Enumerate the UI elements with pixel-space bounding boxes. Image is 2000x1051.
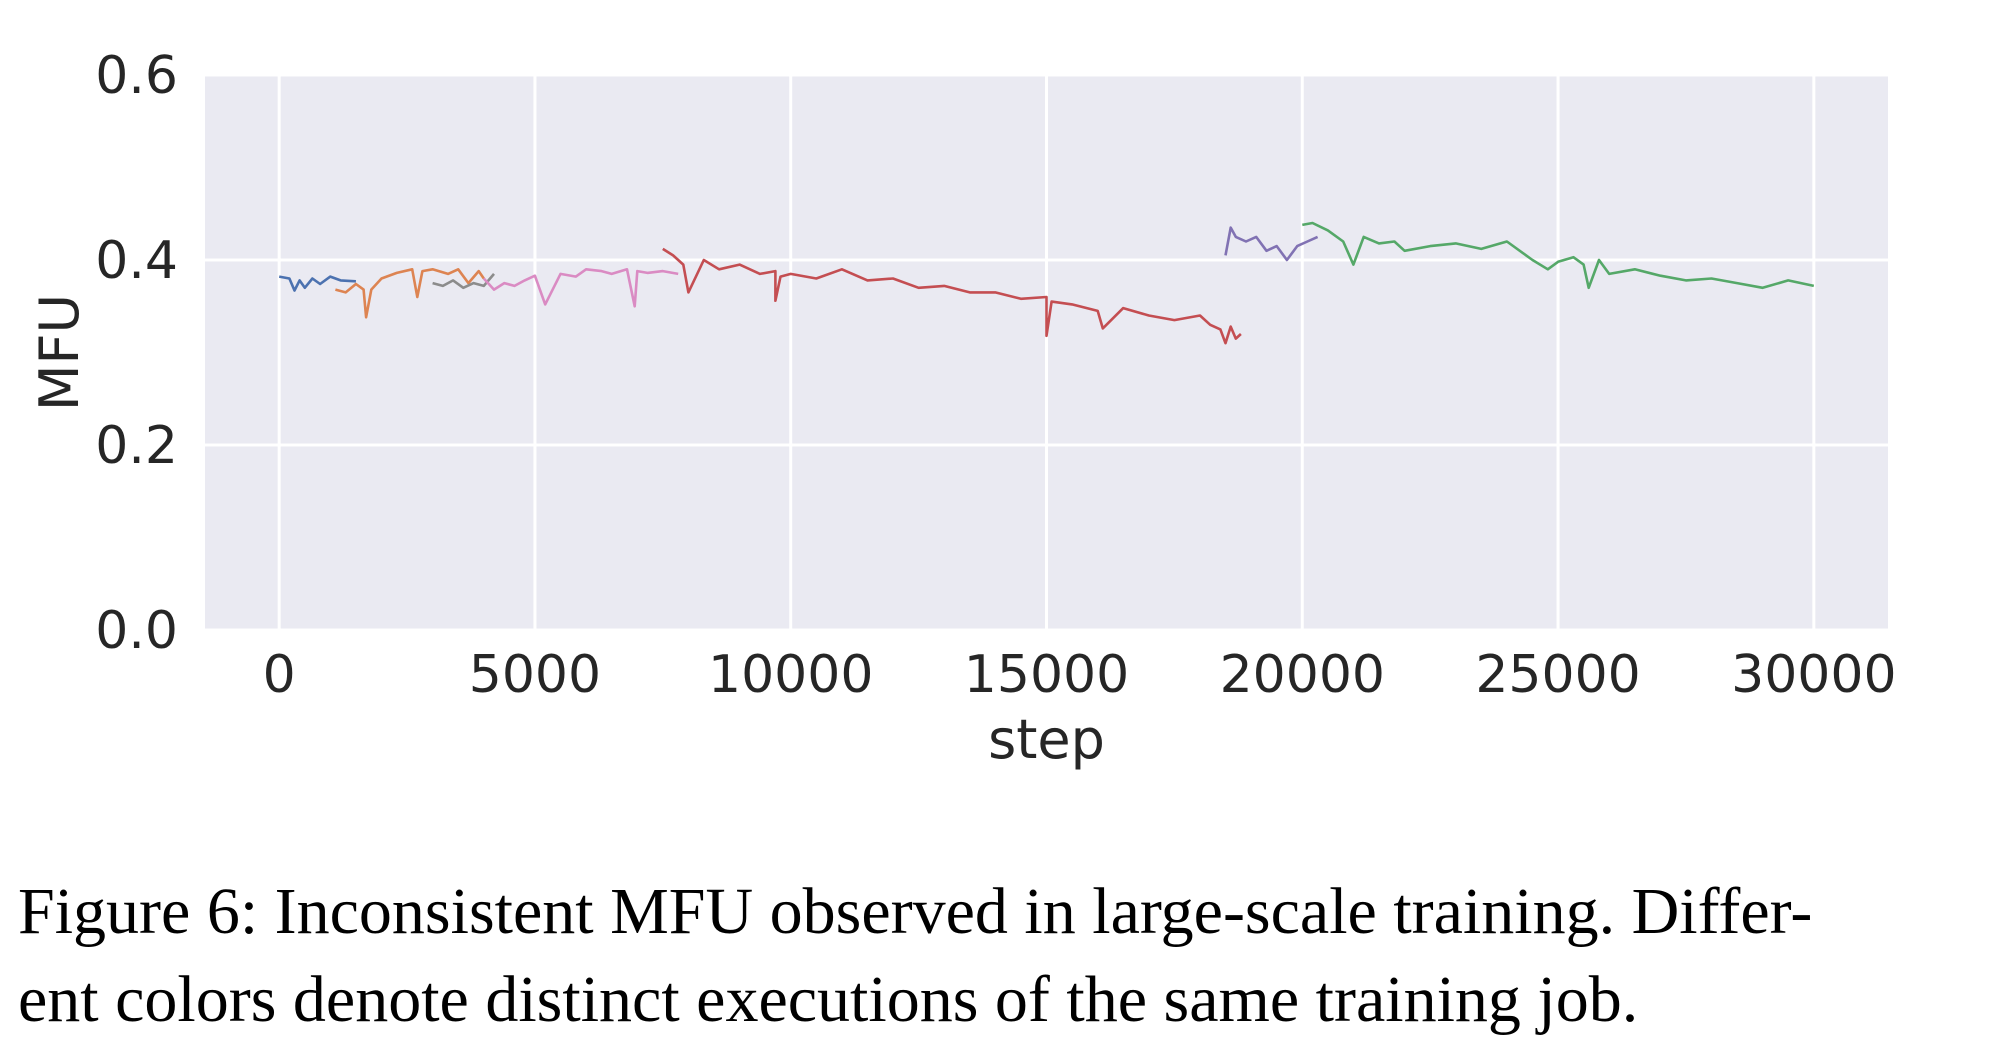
- x-tick-label: 25000: [1475, 645, 1640, 705]
- x-tick-label: 15000: [964, 645, 1129, 705]
- series-line-5: [662, 247, 1242, 345]
- series-lines: [278, 221, 1815, 345]
- tick-labels: 0 5000 10000 15000 20000 25000 30000 0.0 0.2 0.4 0…: [95, 46, 1896, 705]
- x-axis-label: step: [988, 708, 1105, 771]
- series-line-4: [482, 267, 679, 308]
- x-tick-label: 30000: [1731, 645, 1896, 705]
- caption-line-1: Figure 6: Inconsistent MFU observed in l…: [18, 875, 1813, 948]
- x-tick-label: 10000: [708, 645, 873, 705]
- caption-line-2: ent colors denote distinct executions of…: [18, 963, 1639, 1036]
- series-line-2: [335, 267, 485, 319]
- series-line-1: [278, 275, 356, 292]
- x-tick-label: 0: [263, 645, 296, 705]
- x-tick-label: 5000: [469, 645, 601, 705]
- y-axis-label: MFU: [28, 294, 91, 411]
- series-line-7: [1302, 221, 1815, 290]
- y-tick-label: 0.4: [95, 231, 178, 291]
- x-tick-label: 20000: [1220, 645, 1385, 705]
- figure-caption: Figure 6: Inconsistent MFU observed in l…: [18, 868, 1993, 1044]
- series-line-3: [432, 273, 495, 290]
- gridlines: [205, 73, 1888, 632]
- y-tick-label: 0.6: [95, 46, 178, 106]
- mfu-line-chart: 0 5000 10000 15000 20000 25000 30000 0.0 0.2 0.4 0…: [28, 46, 1897, 771]
- y-tick-label: 0.2: [95, 416, 178, 476]
- y-tick-label: 0.0: [95, 601, 178, 661]
- series-line-6: [1224, 226, 1319, 262]
